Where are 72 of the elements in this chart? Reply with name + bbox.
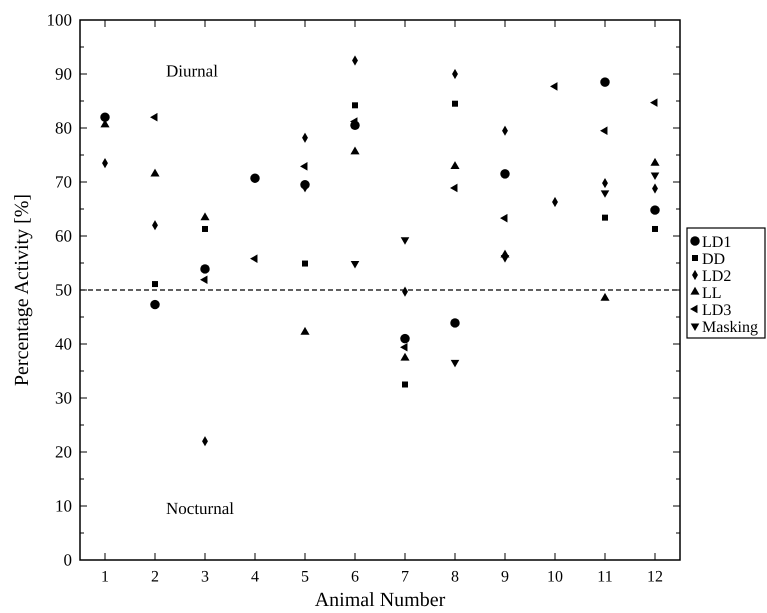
point: [302, 260, 308, 267]
y-axis-title: Percentage Activity [%]: [11, 194, 33, 386]
point: [352, 102, 358, 108]
point: [402, 382, 408, 388]
y-tick-label: 20: [55, 442, 72, 462]
point: [452, 100, 458, 107]
x-tick-label: 3: [201, 568, 209, 586]
annotation: Diurnal: [166, 62, 218, 81]
point: [200, 212, 210, 220]
point: [650, 98, 658, 107]
x-tick-label: 4: [251, 568, 259, 586]
y-tick-label: 50: [55, 280, 72, 300]
x-tick-label: 11: [597, 568, 613, 586]
y-tick-label: 100: [46, 10, 72, 30]
point: [300, 162, 308, 171]
point: [600, 126, 608, 135]
point: [650, 158, 660, 166]
point: [650, 205, 660, 215]
point: [150, 112, 158, 122]
y-tick-label: 90: [55, 64, 72, 84]
point: [550, 82, 558, 91]
y-tick-label: 0: [64, 550, 72, 570]
point: [602, 214, 608, 221]
point: [600, 190, 610, 198]
y-tick-label: 40: [55, 334, 72, 354]
legend-label: Masking: [702, 319, 758, 336]
point: [250, 254, 258, 263]
legend-label: LD3: [702, 302, 732, 319]
x-tick-label: 9: [501, 568, 509, 586]
y-tick-label: 70: [55, 172, 72, 192]
point: [500, 214, 508, 222]
annotation: Nocturnal: [166, 499, 234, 518]
x-tick-label: 2: [151, 568, 159, 586]
y-tick-label: 80: [55, 118, 72, 138]
legend-label: LL: [702, 285, 722, 302]
point: [652, 226, 658, 232]
x-tick-label: 5: [301, 568, 309, 586]
point: [400, 342, 408, 352]
y-tick-label: 60: [55, 226, 72, 246]
point: [450, 318, 460, 328]
point: [450, 184, 458, 192]
point: [400, 352, 410, 361]
x-tick-label: 10: [547, 568, 563, 586]
legend-label: LD2: [702, 268, 732, 285]
y-tick-label: 30: [55, 388, 72, 408]
point: [200, 275, 208, 284]
point: [400, 237, 410, 245]
x-tick-label: 6: [351, 568, 359, 586]
point: [200, 264, 210, 274]
point: [202, 226, 208, 232]
y-tick-label: 10: [55, 496, 72, 516]
point: [152, 281, 158, 288]
point: [450, 360, 460, 368]
x-tick-label: 12: [647, 568, 663, 586]
x-tick-label: 8: [451, 568, 459, 586]
point: [600, 77, 610, 87]
point: [250, 174, 260, 183]
x-tick-label: 7: [401, 568, 409, 586]
x-axis-title: Animal Number: [314, 589, 446, 611]
point: [150, 300, 160, 310]
legend-label: LD1: [702, 234, 732, 251]
point: [500, 169, 510, 179]
point: [300, 326, 310, 335]
legend-label: DD: [702, 251, 726, 268]
point: [150, 168, 160, 177]
point: [450, 161, 460, 169]
point: [650, 172, 660, 180]
x-tick-label: 1: [101, 568, 109, 586]
point: [600, 292, 610, 301]
point: [350, 146, 360, 154]
point: [400, 334, 410, 344]
point: [100, 112, 110, 122]
